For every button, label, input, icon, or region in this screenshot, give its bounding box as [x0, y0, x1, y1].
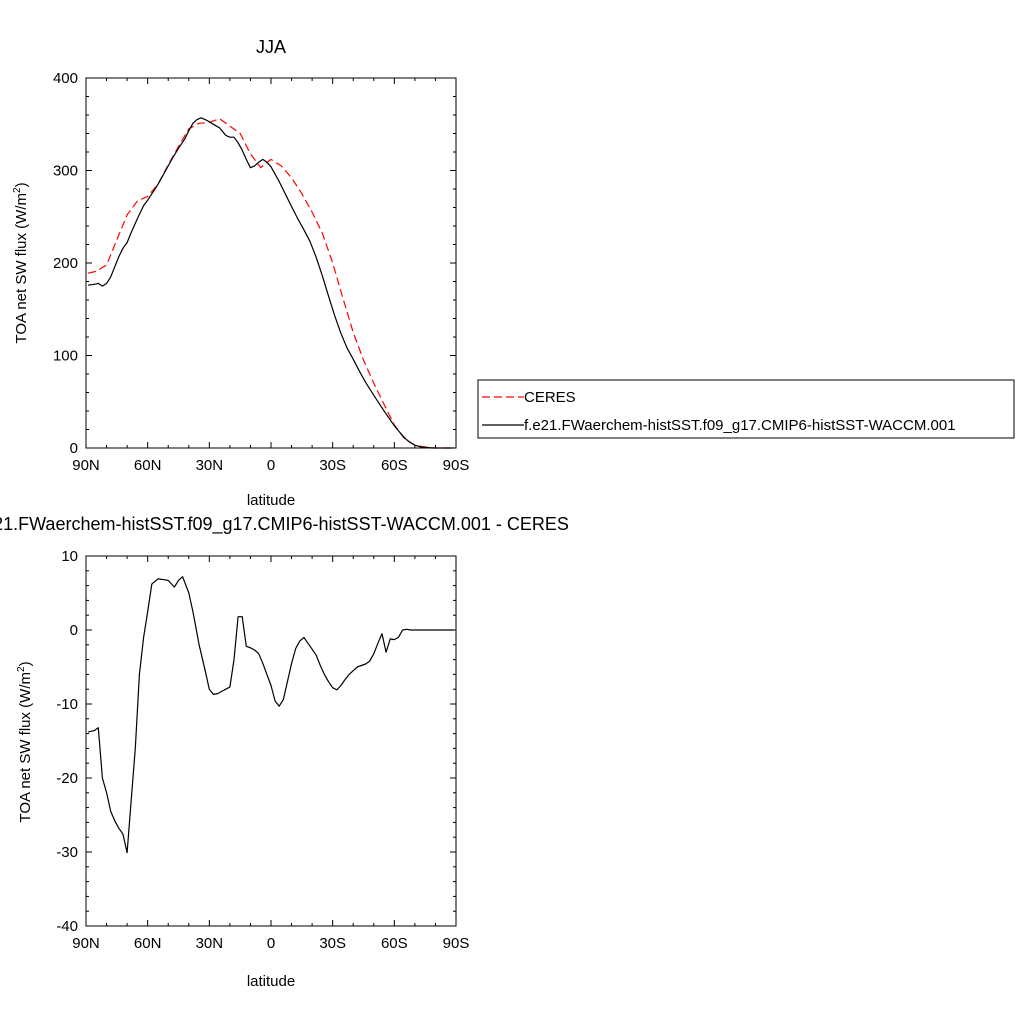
- bottom-y-tick-label: -20: [56, 770, 78, 787]
- top-y-tick-label: 0: [70, 440, 78, 457]
- bottom-x-tick-label: 90S: [443, 935, 470, 952]
- top-x-tick-label: 0: [267, 457, 275, 474]
- bottom-y-axis-label-close: ): [17, 661, 34, 666]
- bottom-y-axis: -40 -30 -20 -10 0 10: [56, 548, 456, 935]
- legend: CERES f.e21.FWaerchem-histSST.f09_g17.CM…: [477, 379, 1015, 439]
- top-chart-title: JJA: [256, 37, 286, 57]
- top-y-tick-label: 300: [53, 163, 78, 180]
- top-series-group: [87, 117, 454, 449]
- legend-box: [477, 379, 1015, 439]
- bottom-x-tick-label: 90N: [72, 935, 100, 952]
- bottom-x-tick-label: 60S: [381, 935, 408, 952]
- top-y-axis-label-close: ): [13, 182, 30, 187]
- top-x-tick-label: 30N: [196, 457, 224, 474]
- top-panel-jja: JJA 0 100 200 300 400 90N 60N 30N 0 30S 60S 90S la…: [12, 37, 1015, 509]
- top-y-tick-label: 200: [53, 255, 78, 272]
- bottom-panel-difference: f.e21.FWaerchem-histSST.f09_g17.CMIP6-hi…: [0, 514, 569, 990]
- bottom-y-axis-label-text: TOA net SW flux (W/m: [17, 672, 34, 823]
- bottom-x-tick-label: 0: [267, 935, 275, 952]
- bottom-x-tick-label: 60N: [134, 935, 162, 952]
- top-y-tick-label: 100: [53, 348, 78, 365]
- top-y-axis-label-sup: 2: [12, 187, 23, 193]
- bottom-y-tick-label: -40: [56, 918, 78, 935]
- legend-label-ceres: CERES: [524, 389, 576, 406]
- top-y-tick-label: 400: [53, 70, 78, 87]
- bottom-x-tick-label: 30S: [319, 935, 346, 952]
- top-y-axis: 0 100 200 300 400: [53, 70, 456, 457]
- legend-label-model: f.e21.FWaerchem-histSST.f09_g17.CMIP6-hi…: [524, 417, 956, 434]
- top-series-line-0: [87, 118, 454, 449]
- bottom-y-axis-label: TOA net SW flux (W/m2): [16, 661, 34, 822]
- top-y-axis-label: TOA net SW flux (W/m2): [12, 182, 30, 343]
- top-y-axis-label-text: TOA net SW flux (W/m: [13, 193, 30, 344]
- bottom-y-tick-label: -30: [56, 844, 78, 861]
- bottom-series-group: [87, 576, 454, 854]
- bottom-y-axis-label-sup: 2: [16, 666, 27, 672]
- bottom-x-axis: 90N 60N 30N 0 30S 60S 90S: [72, 556, 469, 952]
- bottom-chart-title: f.e21.FWaerchem-histSST.f09_g17.CMIP6-hi…: [0, 514, 569, 535]
- bottom-x-axis-label: latitude: [247, 973, 295, 990]
- top-x-tick-label: 90S: [443, 457, 470, 474]
- top-x-tick-label: 60S: [381, 457, 408, 474]
- top-x-tick-label: 60N: [134, 457, 162, 474]
- top-x-tick-label: 90N: [72, 457, 100, 474]
- bottom-y-tick-label: 0: [70, 622, 78, 639]
- bottom-x-tick-label: 30N: [196, 935, 224, 952]
- top-x-axis: 90N 60N 30N 0 30S 60S 90S: [72, 78, 469, 474]
- top-plot-frame: [85, 77, 457, 449]
- top-x-axis-label: latitude: [247, 492, 295, 509]
- bottom-y-tick-label: 10: [61, 548, 78, 565]
- bottom-series-line-0: [87, 576, 454, 854]
- top-series-line-1: [88, 117, 454, 449]
- top-x-tick-label: 30S: [319, 457, 346, 474]
- bottom-y-tick-label: -10: [56, 696, 78, 713]
- bottom-plot-frame: [85, 555, 457, 927]
